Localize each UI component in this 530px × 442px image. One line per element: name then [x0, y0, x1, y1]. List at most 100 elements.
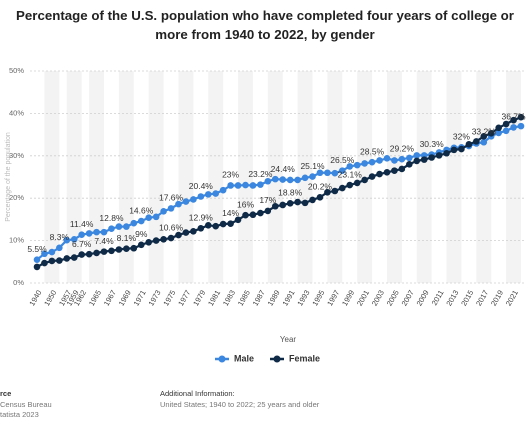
point [160, 236, 167, 243]
point [383, 169, 391, 176]
point [257, 181, 264, 188]
point [324, 188, 331, 196]
point [249, 211, 257, 219]
x-tick-label: 1999 [340, 288, 356, 307]
x-tick-label: 1981 [206, 288, 222, 307]
point [398, 155, 406, 163]
x-tick-label: 1940 [27, 288, 43, 307]
point [361, 160, 368, 167]
point [376, 170, 383, 178]
point [309, 196, 316, 204]
value-label: 14.6% [129, 205, 154, 215]
point [249, 182, 257, 189]
y-axis-title: Percentage of the population [5, 132, 12, 222]
x-tick-label: 1975 [161, 288, 177, 307]
point [197, 225, 205, 232]
point [279, 176, 287, 183]
x-tick-label: 1991 [280, 288, 296, 307]
stripe [386, 71, 402, 283]
x-tick-label: 2005 [385, 288, 401, 307]
point [376, 157, 383, 164]
point [175, 231, 182, 239]
x-tick-label: 1995 [310, 288, 326, 307]
x-tick-label: 1950 [42, 288, 58, 307]
x-tick-label: 2013 [444, 288, 460, 307]
point [33, 256, 41, 263]
source-title: rce [0, 389, 11, 398]
chart-title: Percentage of the U.S. population who ha… [16, 8, 514, 42]
point [145, 238, 152, 246]
point [93, 249, 100, 257]
point [420, 156, 428, 163]
point [227, 182, 234, 189]
x-tick-label: 2021 [504, 288, 520, 307]
point [242, 211, 249, 219]
value-label: 12.8% [99, 213, 124, 223]
value-label: 23.1% [338, 169, 363, 179]
point [56, 244, 63, 252]
point [85, 250, 93, 258]
x-tick-label: 1977 [176, 288, 192, 307]
point [123, 223, 130, 230]
point [137, 241, 145, 249]
value-label: 25.1% [300, 161, 325, 171]
point [204, 191, 212, 198]
value-label: 29.2% [390, 143, 415, 153]
point [227, 220, 234, 227]
stripe [178, 71, 194, 283]
point [406, 160, 413, 168]
stripe [506, 71, 521, 283]
point [271, 175, 279, 183]
point [458, 145, 465, 153]
point [93, 228, 100, 236]
point [480, 138, 488, 146]
x-tick-label: 2007 [400, 288, 416, 307]
value-label: 18.8% [278, 188, 303, 198]
point [234, 216, 242, 224]
value-label: 14% [222, 208, 239, 218]
point [331, 187, 339, 195]
point [286, 199, 294, 207]
point [338, 167, 346, 174]
point [428, 154, 435, 161]
point [56, 257, 63, 264]
y-tick-label: 0% [13, 278, 24, 287]
point [510, 124, 517, 131]
point [338, 184, 346, 192]
info-title: Additional Information: [160, 389, 235, 398]
value-label: 17% [259, 195, 276, 205]
x-tick-label: 2009 [415, 288, 431, 307]
point [398, 165, 406, 173]
point [78, 251, 85, 258]
point [63, 236, 71, 244]
point [190, 227, 197, 235]
y-tick-label: 20% [9, 193, 24, 202]
point [413, 152, 421, 159]
point [130, 244, 138, 252]
point [294, 198, 301, 206]
point [346, 163, 354, 170]
stripe [89, 71, 105, 283]
value-label: 33.2% [472, 126, 497, 136]
value-label: 16% [237, 199, 254, 209]
point [167, 234, 175, 242]
x-tick-label: 1985 [236, 288, 252, 307]
point [353, 179, 361, 187]
point [413, 157, 421, 165]
value-label: 32% [453, 132, 470, 142]
value-label: 7.4% [94, 236, 114, 246]
source-line: tatista 2023 [0, 410, 39, 419]
x-tick-label: 1973 [146, 288, 162, 307]
point [182, 229, 190, 236]
point [294, 176, 301, 184]
point [517, 113, 525, 121]
point [212, 190, 220, 197]
value-label: 6.7% [72, 239, 92, 249]
point [145, 214, 152, 222]
value-label: 28.5% [360, 146, 385, 156]
point [85, 230, 93, 237]
point [331, 169, 339, 177]
value-label: 8.3% [50, 232, 70, 242]
stripe [416, 71, 432, 283]
